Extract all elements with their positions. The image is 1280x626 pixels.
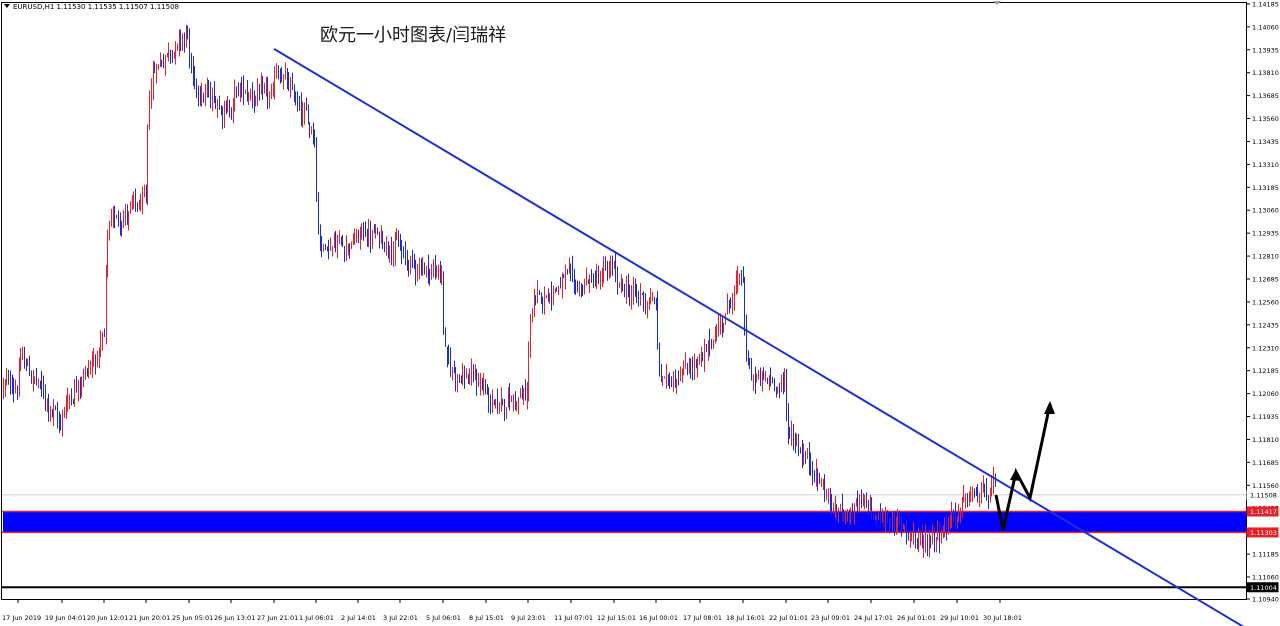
x-tick-label: 17 Jul 08:01 bbox=[683, 614, 722, 622]
support-zone-group bbox=[2, 494, 1246, 589]
x-tick-label: 27 Jun 21:01 bbox=[257, 614, 298, 622]
y-tick-label: 1.12310 bbox=[1252, 344, 1279, 352]
current-price-tag-box bbox=[1246, 489, 1279, 500]
y-tick-label: 1.13435 bbox=[1252, 138, 1279, 146]
x-tick-label: 26 Jul 01:01 bbox=[897, 614, 936, 622]
arrow-head-icon bbox=[1010, 469, 1021, 481]
zone-high-tag: 1.11417 bbox=[1250, 508, 1277, 516]
x-axis: 17 Jun 2019 19 Jun 04:01 20 Jun 12:01 21 Ju… bbox=[2, 599, 1022, 622]
zone-high-tag-box bbox=[1246, 506, 1279, 517]
x-tick-label: 26 Jun 13:01 bbox=[214, 614, 255, 622]
y-tick-label: 1.13935 bbox=[1252, 46, 1279, 54]
y-tick-label: 1.11060 bbox=[1252, 573, 1279, 581]
x-tick-label: 19 Jun 04:01 bbox=[45, 614, 86, 622]
current-price-tag: 1.11508 bbox=[1250, 491, 1277, 499]
trendline-group bbox=[273, 47, 1246, 626]
y-tick-label: 1.12560 bbox=[1252, 298, 1279, 306]
y-tick-label: 1.13560 bbox=[1252, 115, 1279, 123]
x-tick-label: 1 Jul 06:01 bbox=[299, 614, 334, 622]
chart-title: 欧元一小时图表/闫瑞祥 bbox=[320, 25, 506, 46]
y-tick-label: 1.12435 bbox=[1252, 321, 1279, 329]
price-tags: 1.11508 1.11417 1.11303 1.11004 bbox=[1246, 489, 1279, 593]
x-tick-label: 8 Jul 15:01 bbox=[469, 614, 504, 622]
x-tick-label: 9 Jul 23:01 bbox=[511, 614, 546, 622]
y-axis: 1.14185 1.14060 1.13935 1.13810 1.13685 1.135… bbox=[1246, 0, 1279, 604]
x-tick-label: 23 Jul 09:01 bbox=[811, 614, 850, 622]
y-tick-label: 1.11935 bbox=[1252, 413, 1279, 421]
y-tick-label: 1.10940 bbox=[1252, 596, 1279, 604]
x-tick-label: 21 Jun 20:01 bbox=[129, 614, 170, 622]
y-tick-label: 1.11810 bbox=[1252, 436, 1279, 444]
plot-frame bbox=[1, 2, 1247, 600]
x-tick-label: 30 Jul 18:01 bbox=[983, 614, 1022, 622]
projection-arrow-group bbox=[994, 401, 1055, 531]
y-tick-label: 1.14060 bbox=[1252, 23, 1279, 31]
x-tick-label: 20 Jun 12:01 bbox=[87, 614, 128, 622]
y-tick-label: 1.12185 bbox=[1252, 367, 1279, 375]
x-tick-label: 5 Jul 06:01 bbox=[426, 614, 461, 622]
x-tick-label: 18 Jul 16:01 bbox=[726, 614, 765, 622]
x-tick-label: 22 Jul 01:01 bbox=[769, 614, 808, 622]
zone-low-tag-box bbox=[1246, 527, 1279, 538]
y-tick-label: 1.13310 bbox=[1252, 161, 1279, 169]
low-line-tag-box bbox=[1246, 582, 1279, 593]
y-tick-label: 1.12935 bbox=[1252, 230, 1279, 238]
x-tick-label: 12 Jul 15:01 bbox=[597, 614, 636, 622]
y-tick-label: 1.13060 bbox=[1252, 207, 1279, 215]
y-tick-label: 1.12810 bbox=[1252, 253, 1279, 261]
symbol-info: EURUSD,H1 1.11530 1.11535 1.11507 1.1150… bbox=[13, 3, 179, 11]
x-tick-label: 17 Jun 2019 bbox=[2, 614, 41, 622]
y-tick-label: 1.13810 bbox=[1252, 69, 1279, 77]
y-tick-label: 1.11560 bbox=[1252, 482, 1279, 490]
x-tick-label: 29 Jul 10:01 bbox=[940, 614, 979, 622]
symbol-dropdown-icon[interactable] bbox=[4, 4, 10, 8]
y-tick-label: 1.13685 bbox=[1252, 92, 1279, 100]
y-tick-label: 1.14185 bbox=[1252, 0, 1279, 8]
y-tick-label: 1.12685 bbox=[1252, 275, 1279, 283]
arrow-head-icon bbox=[1044, 401, 1055, 414]
y-tick-label: 1.13185 bbox=[1252, 184, 1279, 192]
y-tick-label: 1.12060 bbox=[1252, 390, 1279, 398]
y-tick-label: 1.11185 bbox=[1252, 551, 1279, 559]
x-tick-label: 2 Jul 14:01 bbox=[341, 614, 376, 622]
x-tick-label: 25 Jun 05:01 bbox=[172, 614, 213, 622]
x-tick-label: 11 Jul 07:01 bbox=[554, 614, 593, 622]
chart-shift-marker-icon[interactable] bbox=[993, 1, 1001, 5]
descending-trendline[interactable] bbox=[273, 47, 1246, 626]
candlestick-series bbox=[3, 24, 996, 558]
x-tick-label: 24 Jul 17:01 bbox=[854, 614, 893, 622]
x-tick-label: 16 Jul 00:01 bbox=[639, 614, 678, 622]
y-tick-label: 1.11685 bbox=[1252, 459, 1279, 467]
x-tick-label: 3 Jul 22:01 bbox=[383, 614, 418, 622]
low-line-tag: 1.11004 bbox=[1250, 584, 1277, 592]
support-zone bbox=[3, 511, 1246, 533]
zone-low-tag: 1.11303 bbox=[1250, 529, 1277, 537]
